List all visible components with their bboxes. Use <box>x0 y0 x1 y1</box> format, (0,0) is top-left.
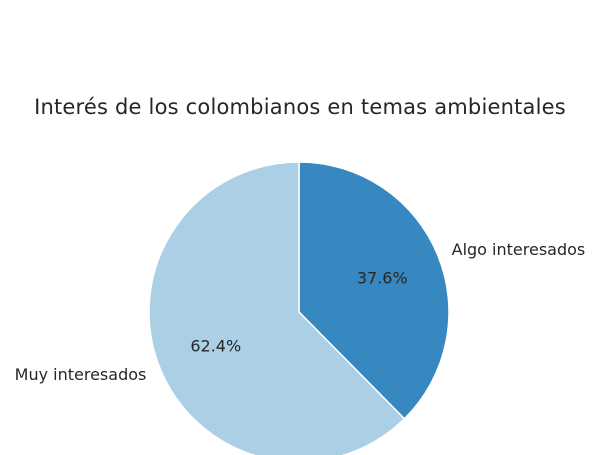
pie-labels: 37.6% Algo interesados 62.4% Muy interesado… <box>15 240 586 384</box>
pie-pct-label-algo-interesados: 37.6% <box>357 268 408 287</box>
pie-pct-label-muy-interesados: 62.4% <box>190 337 241 356</box>
pie-slices <box>148 161 450 455</box>
pie-slice-algo-interesados <box>298 161 450 420</box>
pie-category-label-algo-interesados: Algo interesados <box>452 240 586 259</box>
chart-title: Interés de los colombianos en temas ambi… <box>34 95 566 119</box>
pie-category-label-muy-interesados: Muy interesados <box>15 365 147 384</box>
pie-slice-muy-interesados <box>148 161 406 455</box>
